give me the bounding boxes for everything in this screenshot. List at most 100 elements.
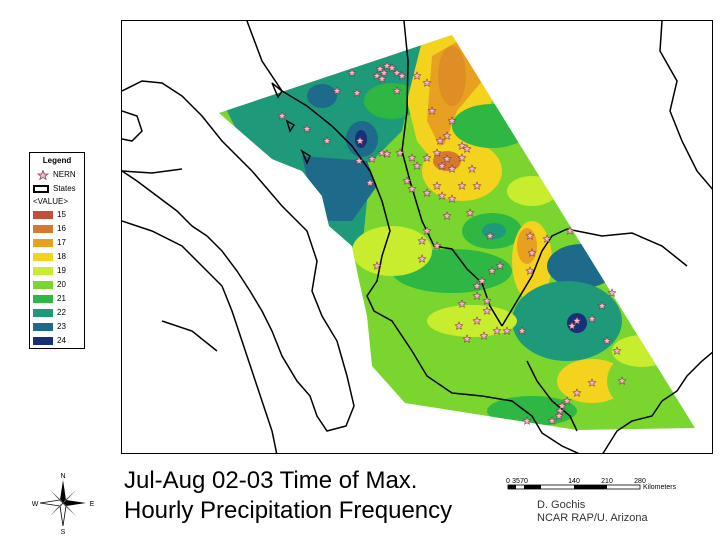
star-icon (412, 161, 422, 170)
credits: D. Gochis NCAR RAP/U. Arizona (537, 499, 648, 525)
legend-states: States (33, 184, 76, 194)
compass-n: N (60, 473, 65, 480)
legend-class-18: 18 (33, 252, 66, 262)
star-icon (587, 378, 597, 387)
star-icon (587, 314, 597, 323)
legend-class-label: 19 (57, 266, 66, 275)
legend-swatch (33, 323, 53, 331)
legend-states-label: States (53, 184, 76, 193)
star-icon (607, 288, 617, 297)
star-icon (332, 86, 342, 95)
legend-class-label: 24 (57, 336, 66, 345)
star-icon (37, 170, 49, 180)
nern-stations (277, 61, 627, 425)
legend-swatch (33, 225, 53, 233)
scale-tick-label: 0 (506, 478, 510, 485)
star-icon (542, 234, 552, 243)
star-icon (487, 266, 497, 275)
legend-class-label: 18 (57, 252, 66, 261)
legend-swatch (33, 295, 53, 303)
star-icon (417, 254, 427, 263)
star-icon (457, 181, 467, 190)
legend-class-22: 22 (33, 308, 66, 318)
star-icon (567, 321, 577, 330)
compass-s: S (61, 529, 66, 534)
star-icon (422, 153, 432, 162)
star-icon (479, 331, 489, 340)
star-icon (495, 261, 505, 270)
legend-swatch (33, 337, 53, 345)
legend-class-label: 15 (57, 210, 66, 219)
star-icon (402, 176, 412, 185)
title-line-1: Jul-Aug 02-03 Time of Max. (124, 467, 418, 494)
star-icon (572, 316, 582, 325)
star-icon (302, 124, 312, 133)
star-icon (354, 156, 364, 165)
map-frame (121, 20, 713, 454)
scale-tick-label: 210 (601, 478, 613, 485)
star-icon (422, 226, 432, 235)
state-boundaries (122, 21, 712, 453)
star-icon (525, 231, 535, 240)
star-icon (379, 68, 389, 77)
star-icon (457, 153, 467, 162)
star-icon (472, 281, 482, 290)
star-icon (597, 301, 607, 310)
legend: Legend NERN States <VALUE> 15 16 17 18 19 20 2… (29, 152, 85, 349)
scale-bar: 0 35 70 140 210 280 Kilometers (500, 474, 720, 496)
legend-class-15: 15 (33, 210, 66, 220)
star-icon (502, 326, 512, 335)
star-icon (437, 161, 447, 170)
compass-rose-icon: N S E W (32, 472, 95, 536)
star-icon (422, 188, 432, 197)
legend-class-label: 23 (57, 322, 66, 331)
star-icon (517, 326, 527, 335)
legend-class-24: 24 (33, 336, 66, 346)
star-icon (392, 68, 402, 77)
star-icon (442, 211, 452, 220)
star-icon (447, 164, 457, 173)
star-icon (454, 321, 464, 330)
star-icon (432, 148, 442, 157)
star-icon (395, 148, 405, 157)
star-icon (387, 63, 397, 72)
star-icon (547, 416, 557, 425)
star-icon (572, 388, 582, 397)
star-icon (432, 181, 442, 190)
star-icon (522, 416, 532, 425)
legend-class-23: 23 (33, 322, 66, 332)
star-icon (482, 306, 492, 315)
star-icon (417, 236, 427, 245)
star-icon (462, 144, 472, 153)
star-icon (352, 88, 362, 97)
legend-class-label: 20 (57, 280, 66, 289)
legend-value-label: <VALUE> (33, 197, 68, 206)
map-canvas (122, 21, 712, 453)
legend-class-17: 17 (33, 238, 66, 248)
star-icon (555, 406, 565, 415)
star-icon (617, 376, 627, 385)
star-icon (382, 149, 392, 158)
star-icon (554, 411, 564, 420)
star-icon (447, 194, 457, 203)
scale-unit: Kilometers (643, 484, 677, 491)
compass-e: E (90, 501, 94, 508)
star-icon (525, 266, 535, 275)
star-icon (562, 396, 572, 405)
legend-title: Legend (42, 156, 72, 165)
star-icon (372, 261, 382, 270)
star-icon (477, 276, 487, 285)
star-icon (447, 116, 457, 125)
states-swatch (33, 185, 49, 193)
star-icon (407, 153, 417, 162)
star-icon (462, 334, 472, 343)
star-icon (392, 86, 402, 95)
star-icon (472, 291, 482, 300)
star-icon (472, 181, 482, 190)
star-icon (407, 184, 417, 193)
star-icon (442, 131, 452, 140)
map-title: Jul-Aug 02-03 Time of Max. Hourly Precip… (124, 466, 452, 526)
scale-tick-label: 70 (520, 478, 528, 485)
star-icon (485, 231, 495, 240)
legend-class-21: 21 (33, 294, 66, 304)
